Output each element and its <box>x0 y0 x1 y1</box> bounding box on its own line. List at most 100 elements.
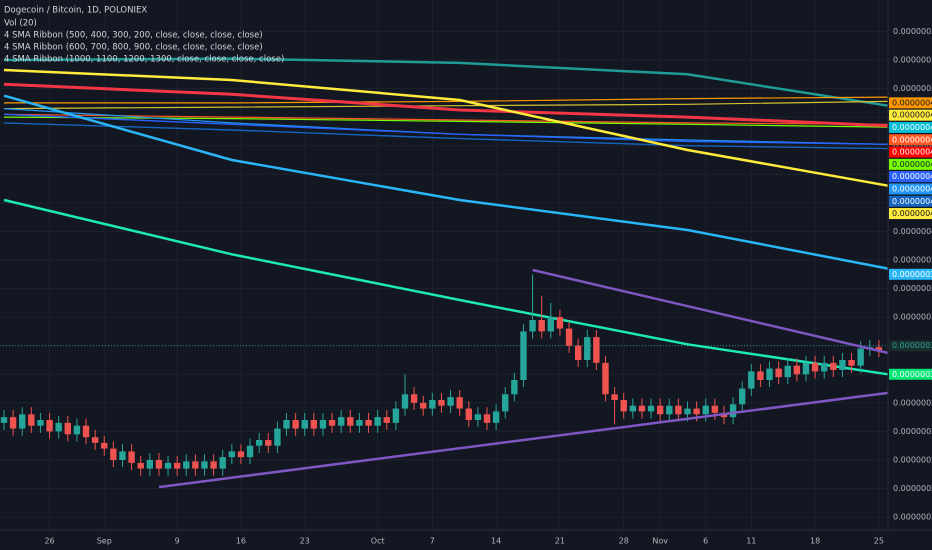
sma-line <box>3 82 889 128</box>
candle-body <box>711 405 719 413</box>
candle-body <box>374 417 381 426</box>
candle-body <box>365 420 372 426</box>
candle-body <box>328 420 336 426</box>
candle-body <box>775 368 782 378</box>
candle-body <box>811 362 819 372</box>
candle-body <box>73 425 81 435</box>
price-badge-label: 0.00000048 <box>892 123 932 132</box>
candle-body <box>255 440 263 446</box>
price-badge <box>889 121 932 133</box>
candle-body <box>793 365 801 375</box>
x-tick-label: 23 <box>300 537 310 546</box>
candle-body <box>237 451 245 458</box>
price-badge <box>889 195 932 207</box>
candle-body <box>219 457 226 469</box>
candle-body <box>55 422 62 432</box>
candle-body <box>119 451 126 460</box>
candle-body <box>64 422 71 435</box>
price-badge-label: 0.00000046 <box>892 184 932 193</box>
x-tick-label: 16 <box>236 537 246 546</box>
candle-body <box>183 461 190 469</box>
price-badge <box>889 109 932 121</box>
candle-body <box>146 460 154 469</box>
price-badge <box>889 208 932 220</box>
price-badge-label: 0.00000045 <box>892 197 932 206</box>
candle-body <box>738 388 746 405</box>
candle-body <box>620 400 627 412</box>
candle-body <box>474 414 482 420</box>
price-badge-label: 0.00000043 <box>892 209 932 218</box>
trendline <box>532 268 889 355</box>
legend: Vol (20) 4 SMA Ribbon (500, 400, 300, 200… <box>4 19 284 65</box>
candle-body <box>593 337 600 363</box>
indicator-label: Vol (20) <box>4 19 37 29</box>
candle-body <box>520 331 527 380</box>
indicator-label: 4 SMA Ribbon (1000, 1100, 1200, 1300, cl… <box>4 55 284 65</box>
candle-body <box>101 442 108 449</box>
sma-line <box>3 113 889 145</box>
candle-body <box>821 362 828 372</box>
candle-body <box>556 317 564 329</box>
candle-body <box>164 462 172 469</box>
sma-line <box>3 113 889 125</box>
candle-body <box>447 397 454 406</box>
candle-body <box>848 360 855 366</box>
y-tick-label: 0.00000024 <box>893 456 932 465</box>
candle-body <box>410 394 418 403</box>
indicator-label: 4 SMA Ribbon (500, 400, 300, 200, close,… <box>4 31 263 41</box>
candle-body <box>784 365 791 378</box>
candle-body <box>538 320 545 332</box>
candle-body <box>401 394 409 409</box>
candle-body <box>647 405 655 412</box>
candle-body <box>246 445 254 458</box>
candle-body <box>666 405 673 415</box>
candle-body <box>565 328 573 346</box>
candle-body <box>584 337 591 360</box>
candle-body <box>137 462 144 469</box>
candle-body <box>483 414 491 423</box>
candle-body <box>420 402 427 409</box>
candle-body <box>228 451 236 458</box>
price-badge-label: 0.00000046 <box>892 172 932 181</box>
sma-line <box>3 198 889 376</box>
candle-body <box>292 420 299 429</box>
y-tick-label: 0.00000036 <box>893 284 932 293</box>
candle-body <box>857 348 864 366</box>
candle-body <box>656 405 664 415</box>
y-tick-label: 0.00000046 <box>893 141 932 150</box>
candle-body <box>9 417 17 429</box>
y-tick-label: 0.00000038 <box>893 256 932 265</box>
price-badge-label: 0.00000030 <box>892 370 932 379</box>
x-tick-label: 14 <box>491 537 501 546</box>
candle-body <box>347 417 354 426</box>
x-tick-label: 7 <box>430 537 435 546</box>
candle-body <box>638 405 646 412</box>
sma-line <box>3 68 889 187</box>
x-tick-label: 21 <box>555 537 565 546</box>
candle-body <box>338 417 345 426</box>
price-badge <box>889 158 932 170</box>
x-tick-label: Sep <box>97 537 112 546</box>
candle-body <box>0 417 8 423</box>
price-badge-label: 0.00000037 <box>892 270 932 279</box>
candle-body <box>875 347 883 350</box>
candle-body <box>283 420 290 429</box>
sma-line <box>3 100 889 110</box>
price-badge <box>889 134 932 146</box>
y-tick-label: 0.00000054 <box>893 27 932 36</box>
x-tick-label: 28 <box>619 537 629 546</box>
candle-body <box>91 437 99 443</box>
sma-line <box>3 94 889 270</box>
candle-body <box>28 414 35 426</box>
x-tick-label: Oct <box>371 537 385 546</box>
candle-body <box>210 461 217 469</box>
price-badge-label: 0.00000047 <box>892 148 932 157</box>
x-tick-label: 26 <box>44 537 54 546</box>
y-tick-label: 0.00000022 <box>893 484 932 493</box>
candle-body <box>46 420 53 432</box>
candle-body <box>465 408 472 420</box>
candle-body <box>702 405 709 415</box>
candle-body <box>310 420 318 429</box>
